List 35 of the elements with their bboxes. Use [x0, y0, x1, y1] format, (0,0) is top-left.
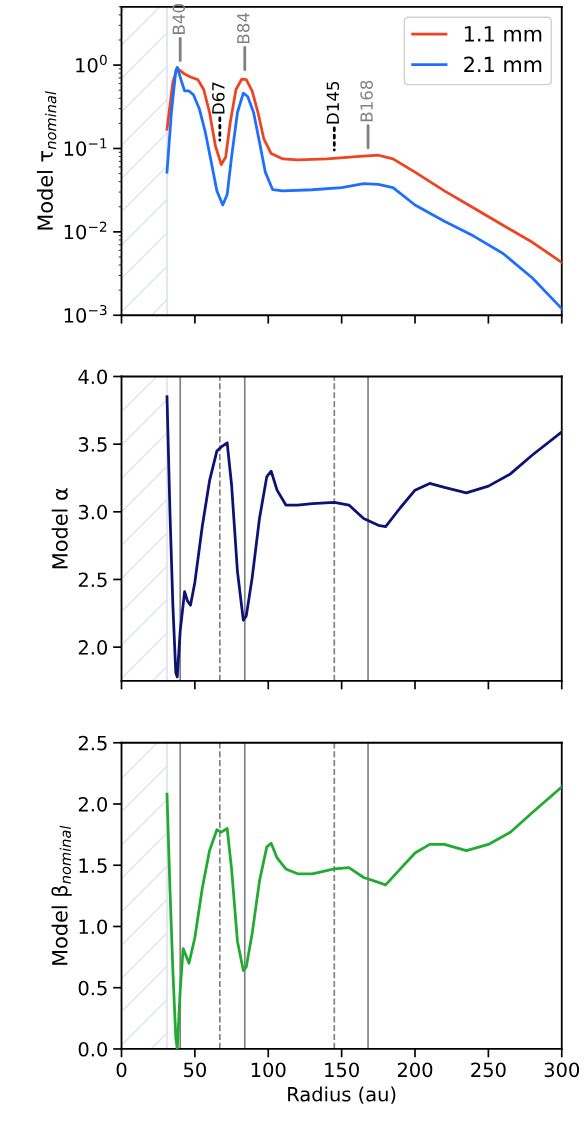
- annotation: D67: [212, 82, 225, 114]
- x-tick-label: 250: [471, 1062, 506, 1078]
- y-tick-label: 1.0: [79, 919, 108, 935]
- line-series: [165, 395, 562, 679]
- y-tick-label: 2.0: [78, 796, 108, 812]
- x-axis-title: Radius (au): [288, 1086, 396, 1104]
- y-tick-label: 0.0: [78, 1041, 108, 1057]
- y-tick-label: 10$^{−3}$: [64, 304, 107, 323]
- y-axis-title: Model β$_{nominal}$: [51, 825, 72, 965]
- annotation: B40: [172, 4, 186, 34]
- y-tick-label: 0.5: [78, 980, 107, 996]
- y-tick-label: 2.5: [78, 572, 107, 588]
- x-tick-label: 100: [251, 1062, 286, 1078]
- y-tick-label: 10$^{0}$: [76, 54, 107, 73]
- y-tick-label: 1.5: [79, 858, 107, 873]
- y-tick-label: 10$^{−2}$: [64, 221, 107, 240]
- y-tick-label: 2.0: [78, 640, 108, 655]
- x-tick-label: 0: [116, 1062, 127, 1078]
- x-tick-label: 300: [544, 1062, 580, 1078]
- annotation: D145: [326, 81, 340, 124]
- y-tick-label: 2.5: [78, 735, 107, 751]
- x-tick-label: 200: [397, 1062, 433, 1078]
- line-series: [165, 785, 562, 1049]
- y-axis-title: Model α: [51, 488, 68, 569]
- annotation: B168: [360, 80, 373, 122]
- y-tick-label: 3.5: [78, 437, 107, 452]
- legend-label: 1.1 mm: [464, 26, 542, 42]
- legend-label: 2.1 mm: [464, 56, 542, 72]
- annotation: B84: [237, 12, 250, 44]
- y-tick-label: 4.0: [78, 369, 108, 385]
- y-tick-label: 3.0: [78, 504, 108, 520]
- y-tick-label: 10$^{−1}$: [64, 138, 107, 157]
- y-axis-title: Model τ$_{nominal}$: [36, 91, 57, 230]
- x-tick-label: 150: [325, 1062, 359, 1078]
- x-tick-label: 50: [184, 1062, 206, 1078]
